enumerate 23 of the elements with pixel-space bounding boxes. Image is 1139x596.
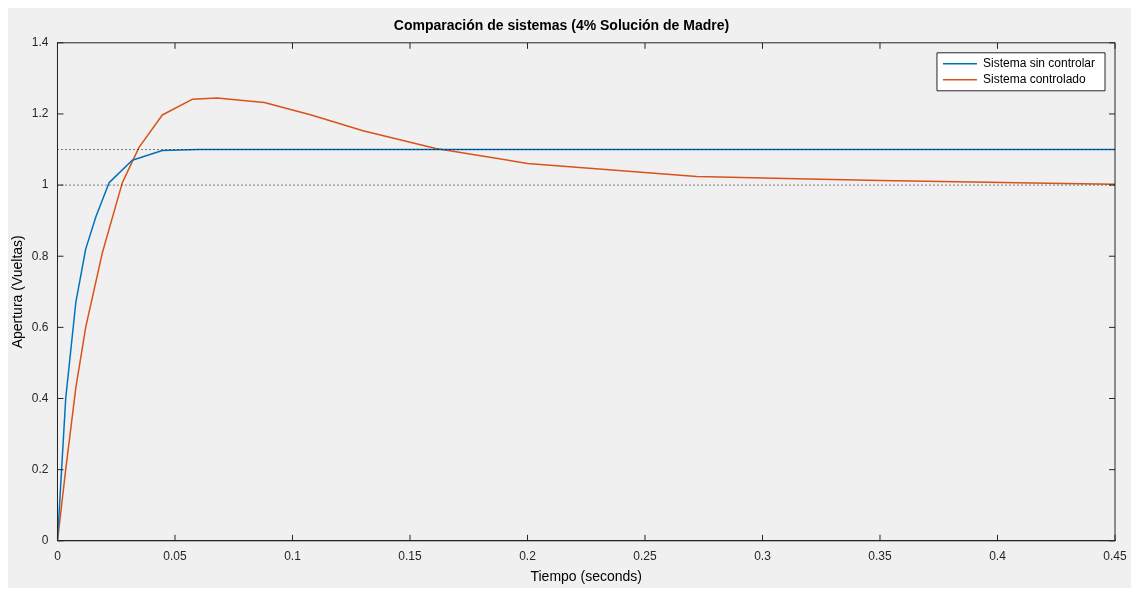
- y-tick-label: 1.4: [31, 35, 49, 50]
- legend-label: Sistema sin controlar: [982, 56, 1095, 71]
- legend-label: Sistema controlado: [982, 72, 1086, 87]
- y-tick-label: 0.4: [31, 390, 49, 405]
- x-tick-label: 0.3: [754, 549, 772, 564]
- y-tick-label: 0.8: [31, 248, 49, 263]
- x-tick-label: 0.45: [1103, 549, 1127, 564]
- chart-title: Comparación de sistemas (4% Solución de Madre): [393, 17, 730, 34]
- x-tick-label: 0.35: [868, 549, 892, 564]
- x-tick-label: 0.1: [284, 549, 302, 564]
- y-tick-label: 0: [41, 533, 49, 548]
- y-tick-label: 1: [41, 177, 49, 192]
- x-tick-label: 0: [54, 549, 62, 564]
- y-tick-label: 1.2: [31, 106, 49, 121]
- x-tick-label: 0.25: [633, 549, 657, 564]
- x-tick-label: 0.15: [398, 549, 422, 564]
- y-tick-label: 0.6: [31, 319, 49, 334]
- x-tick-label: 0.05: [163, 549, 187, 564]
- x-tick-label: 0.2: [519, 549, 537, 564]
- x-axis-title: Tiempo (seconds): [530, 568, 643, 585]
- y-axis-title: Apertura (Vueltas): [9, 235, 26, 349]
- x-tick-label: 0.4: [989, 549, 1007, 564]
- y-tick-label: 0.2: [31, 461, 49, 476]
